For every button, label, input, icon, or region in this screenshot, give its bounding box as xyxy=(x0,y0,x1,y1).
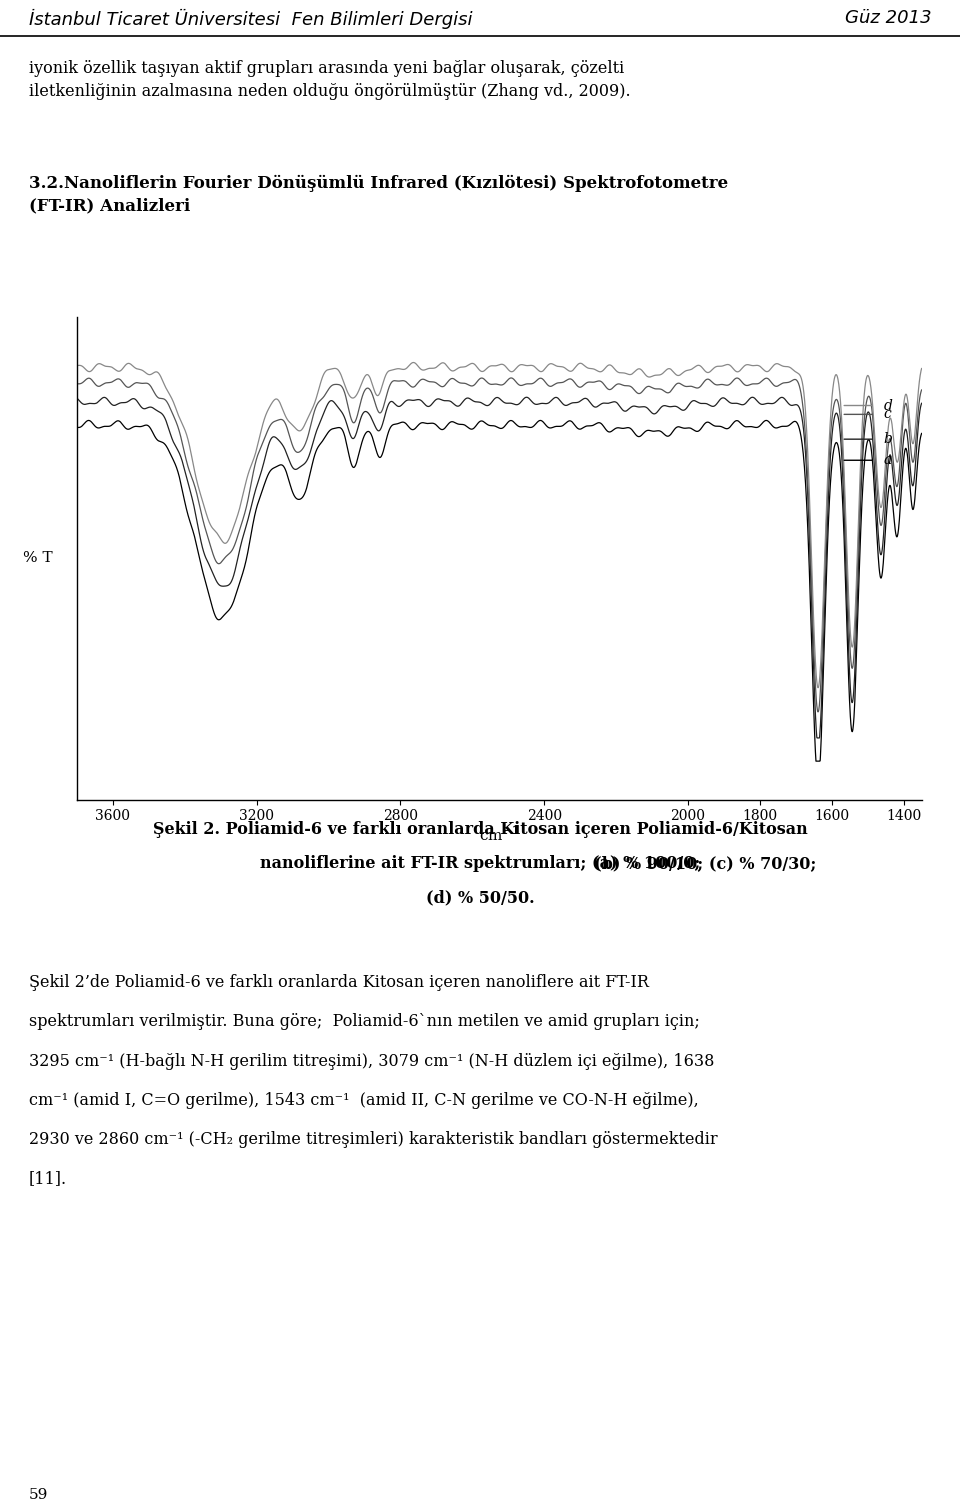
Text: (d) % 50/50.: (d) % 50/50. xyxy=(425,889,535,905)
Y-axis label: % T: % T xyxy=(23,551,53,566)
Text: 3.2.Nanoliflerin Fourier Dönüşümlü Infrared (Kızılötesi) Spektrofotometre
(FT-IR: 3.2.Nanoliflerin Fourier Dönüşümlü Infra… xyxy=(29,175,728,214)
Text: b: b xyxy=(883,432,893,447)
Text: iyonik özellik taşıyan aktif grupları arasında yeni bağlar oluşarak, çözelti
ile: iyonik özellik taşıyan aktif grupları ar… xyxy=(29,60,631,100)
Text: 3295 cm⁻¹ (H-bağlı N-H gerilim titreşimi), 3079 cm⁻¹ (N-H düzlem içi eğilme), 16: 3295 cm⁻¹ (H-bağlı N-H gerilim titreşimi… xyxy=(29,1053,714,1070)
Text: [11].: [11]. xyxy=(29,1169,67,1188)
Text: (b) % 90/10; (c) % 70/30;: (b) % 90/10; (c) % 70/30; xyxy=(566,856,816,872)
Text: Şekil 2’de Poliamid-6 ve farklı oranlarda Kitosan içeren nanoliflere ait FT-IR: Şekil 2’de Poliamid-6 ve farklı oranlard… xyxy=(29,975,649,991)
Text: a: a xyxy=(883,453,892,468)
Text: 2930 ve 2860 cm⁻¹ (-CH₂ gerilme titreşimleri) karakteristik bandları göstermekte: 2930 ve 2860 cm⁻¹ (-CH₂ gerilme titreşim… xyxy=(29,1130,717,1148)
Text: c: c xyxy=(883,407,891,421)
Text: Şekil 2. Poliamid-6 ve farklı oranlarda Kitosan içeren Poliamid-6/Kitosan: Şekil 2. Poliamid-6 ve farklı oranlarda … xyxy=(153,821,807,837)
Text: 59: 59 xyxy=(29,1488,48,1501)
Text: nanoliflerine ait FT-IR spektrumları; (a) % 100/0;: nanoliflerine ait FT-IR spektrumları; (a… xyxy=(260,856,700,872)
Text: Güz 2013: Güz 2013 xyxy=(845,9,931,27)
Text: cm⁻¹ (amid I, C=O gerilme), 1543 cm⁻¹  (amid II, C-N gerilme ve CO-N-H eğilme),: cm⁻¹ (amid I, C=O gerilme), 1543 cm⁻¹ (a… xyxy=(29,1091,699,1109)
X-axis label: cm$^{-1}$: cm$^{-1}$ xyxy=(479,825,519,844)
Text: d: d xyxy=(883,398,893,412)
Text: İstanbul Ticaret Üniversitesi  Fen Bilimleri Dergisi: İstanbul Ticaret Üniversitesi Fen Biliml… xyxy=(29,9,472,29)
Text: spektrumları verilmiştir. Buna göre;  Poliamid-6`nın metilen ve amid grupları iç: spektrumları verilmiştir. Buna göre; Pol… xyxy=(29,1014,700,1031)
